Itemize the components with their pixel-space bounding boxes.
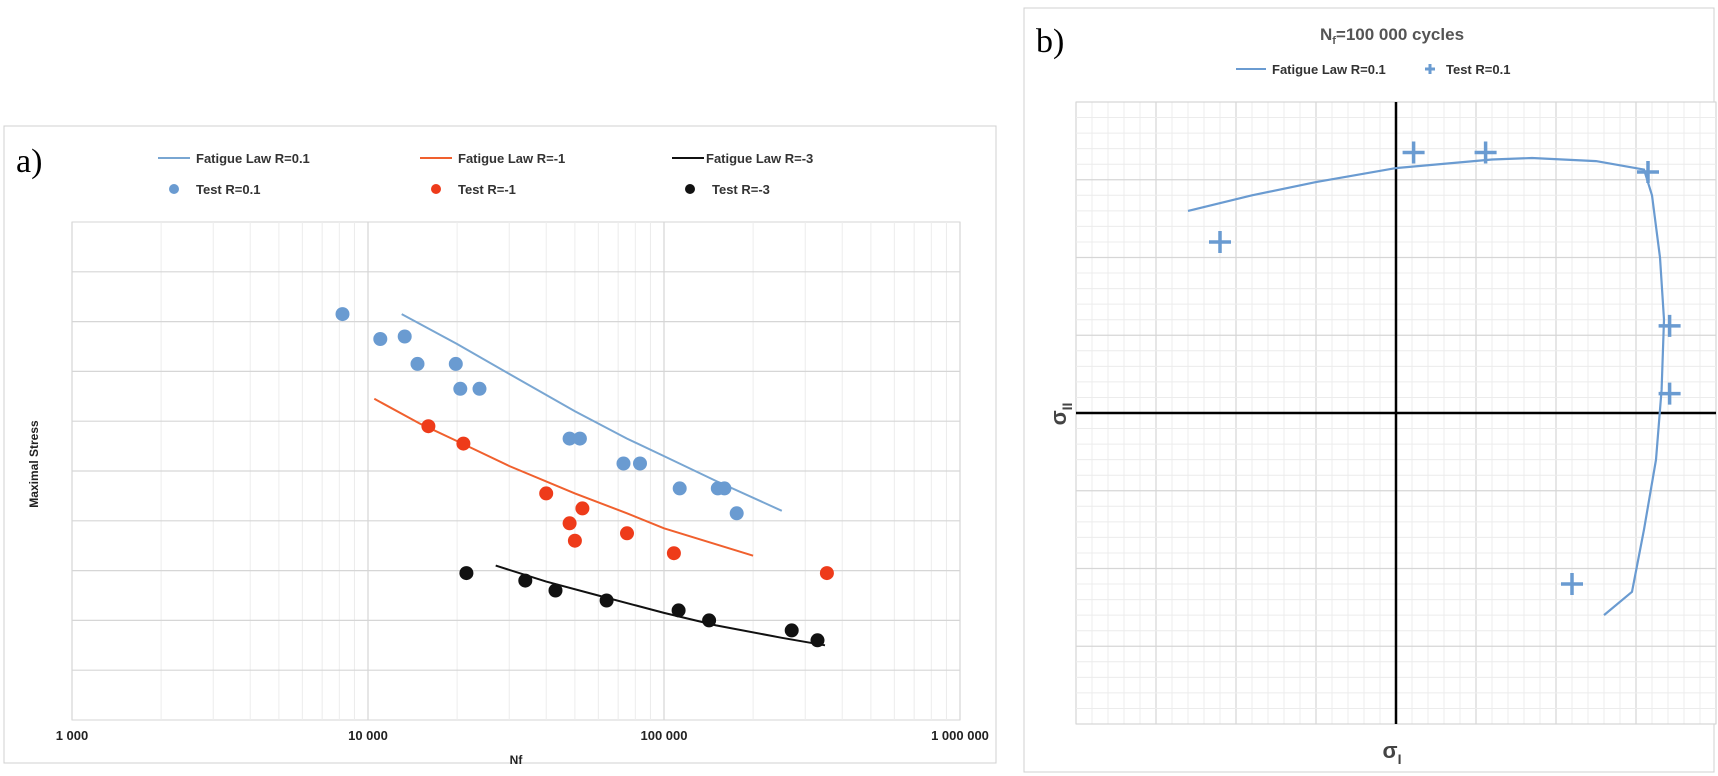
x-axis-title-b-sub: I [1398,751,1402,767]
legend-marker-test-rm3 [685,184,695,194]
data-point-a-5 [702,613,717,628]
data-point-a-5 [599,593,614,608]
x-tick-label-1000000: 1 000 000 [931,728,989,743]
data-point-a-4 [456,436,471,451]
data-point-a-3 [448,356,463,371]
data-point-b-1 [1658,314,1681,337]
y-axis-title-a: Maximal Stress [27,420,41,508]
points-a [335,307,834,648]
data-point-a-3 [616,456,631,471]
panel-a: a) Fatigue Law R=0.1 Fatigue Law R=-1 Fa… [3,125,997,767]
x-axis-title-b: σI [1383,738,1402,767]
panel-a-tag: a) [16,143,42,180]
data-point-b-1 [1637,160,1659,183]
plot-a [71,221,961,721]
data-point-a-4 [575,501,590,516]
panel-b: b) Nf=100 000 cycles Fatigue Law R=0.1 T… [1023,7,1717,773]
data-point-a-4 [421,419,436,434]
grid-a [71,221,961,721]
data-point-a-5 [459,566,474,581]
data-point-a-4 [620,526,634,541]
legend-marker-b-test [1425,64,1435,74]
chart-title-b-sub: f [1332,35,1336,47]
legend-label-test-rm1: Test R=-1 [458,182,516,197]
data-point-a-3 [572,431,587,446]
y-axis-title-b-main: σ [1046,410,1071,425]
panel-a-frame [3,125,997,764]
series-line-a-2 [495,564,826,647]
data-point-a-3 [672,481,687,496]
data-point-a-3 [335,307,350,322]
chart-title-b-rest: =100 000 cycles [1336,25,1464,44]
data-point-a-3 [373,332,388,346]
x-tick-label-10000: 10 000 [348,728,388,743]
data-point-a-5 [784,623,799,638]
legend-label-test-r01: Test R=0.1 [196,182,260,197]
series-line-a-0 [401,313,783,512]
data-point-a-3 [472,381,487,396]
x-axis-title-b-main: σ [1383,738,1398,763]
data-point-a-3 [562,431,577,446]
data-point-a-3 [453,381,468,396]
data-point-a-4 [539,486,554,501]
legend-label-fatigue-rm1: Fatigue Law R=-1 [458,151,565,166]
x-axis-title-a: Nf [510,753,524,767]
legend-label-b-test: Test R=0.1 [1446,62,1510,77]
chart-title-b: Nf=100 000 cycles [1320,25,1464,47]
data-point-a-4 [819,566,834,581]
panel-b-tag: b) [1036,23,1064,60]
data-point-b-1 [1658,382,1681,405]
axes-b [1076,102,1716,724]
legend-label-test-rm3: Test R=-3 [712,182,770,197]
x-tick-label-100000: 100 000 [641,728,688,743]
data-point-a-3 [410,356,425,371]
legend-marker-test-r01 [169,184,179,194]
data-point-b-1 [1402,141,1425,164]
data-point-a-5 [810,633,825,648]
x-tick-label-1000: 1 000 [56,728,89,743]
legend-label-fatigue-r01: Fatigue Law R=0.1 [196,151,310,166]
data-point-b-1 [1209,230,1231,253]
x-ticks-a: 1 000 10 000 100 000 1 000 000 [56,728,989,743]
chart-title-b-main: N [1320,25,1332,44]
data-point-a-4 [562,516,577,531]
legend-label-fatigue-rm3: Fatigue Law R=-3 [706,151,813,166]
data-point-a-5 [671,603,686,618]
plot-b [1075,101,1717,725]
data-point-b-1 [1474,141,1497,164]
data-point-a-4 [567,533,582,548]
data-point-b-1 [1561,573,1583,596]
data-point-a-4 [666,546,681,561]
data-point-a-5 [548,583,563,598]
y-axis-title-b-sub: II [1059,403,1075,411]
data-point-a-5 [518,573,533,588]
legend-label-b-fatigue: Fatigue Law R=0.1 [1272,62,1386,77]
points-b [1209,141,1681,596]
data-point-a-3 [729,506,744,521]
data-point-a-3 [717,481,732,496]
legend-marker-test-rm1 [431,184,441,194]
data-point-a-3 [397,329,412,344]
legend-a: Fatigue Law R=0.1 Fatigue Law R=-1 Fatig… [158,151,813,197]
y-axis-title-b: σII [1046,403,1075,426]
legend-b: Fatigue Law R=0.1 Test R=0.1 [1236,62,1510,77]
data-point-a-3 [633,456,647,471]
